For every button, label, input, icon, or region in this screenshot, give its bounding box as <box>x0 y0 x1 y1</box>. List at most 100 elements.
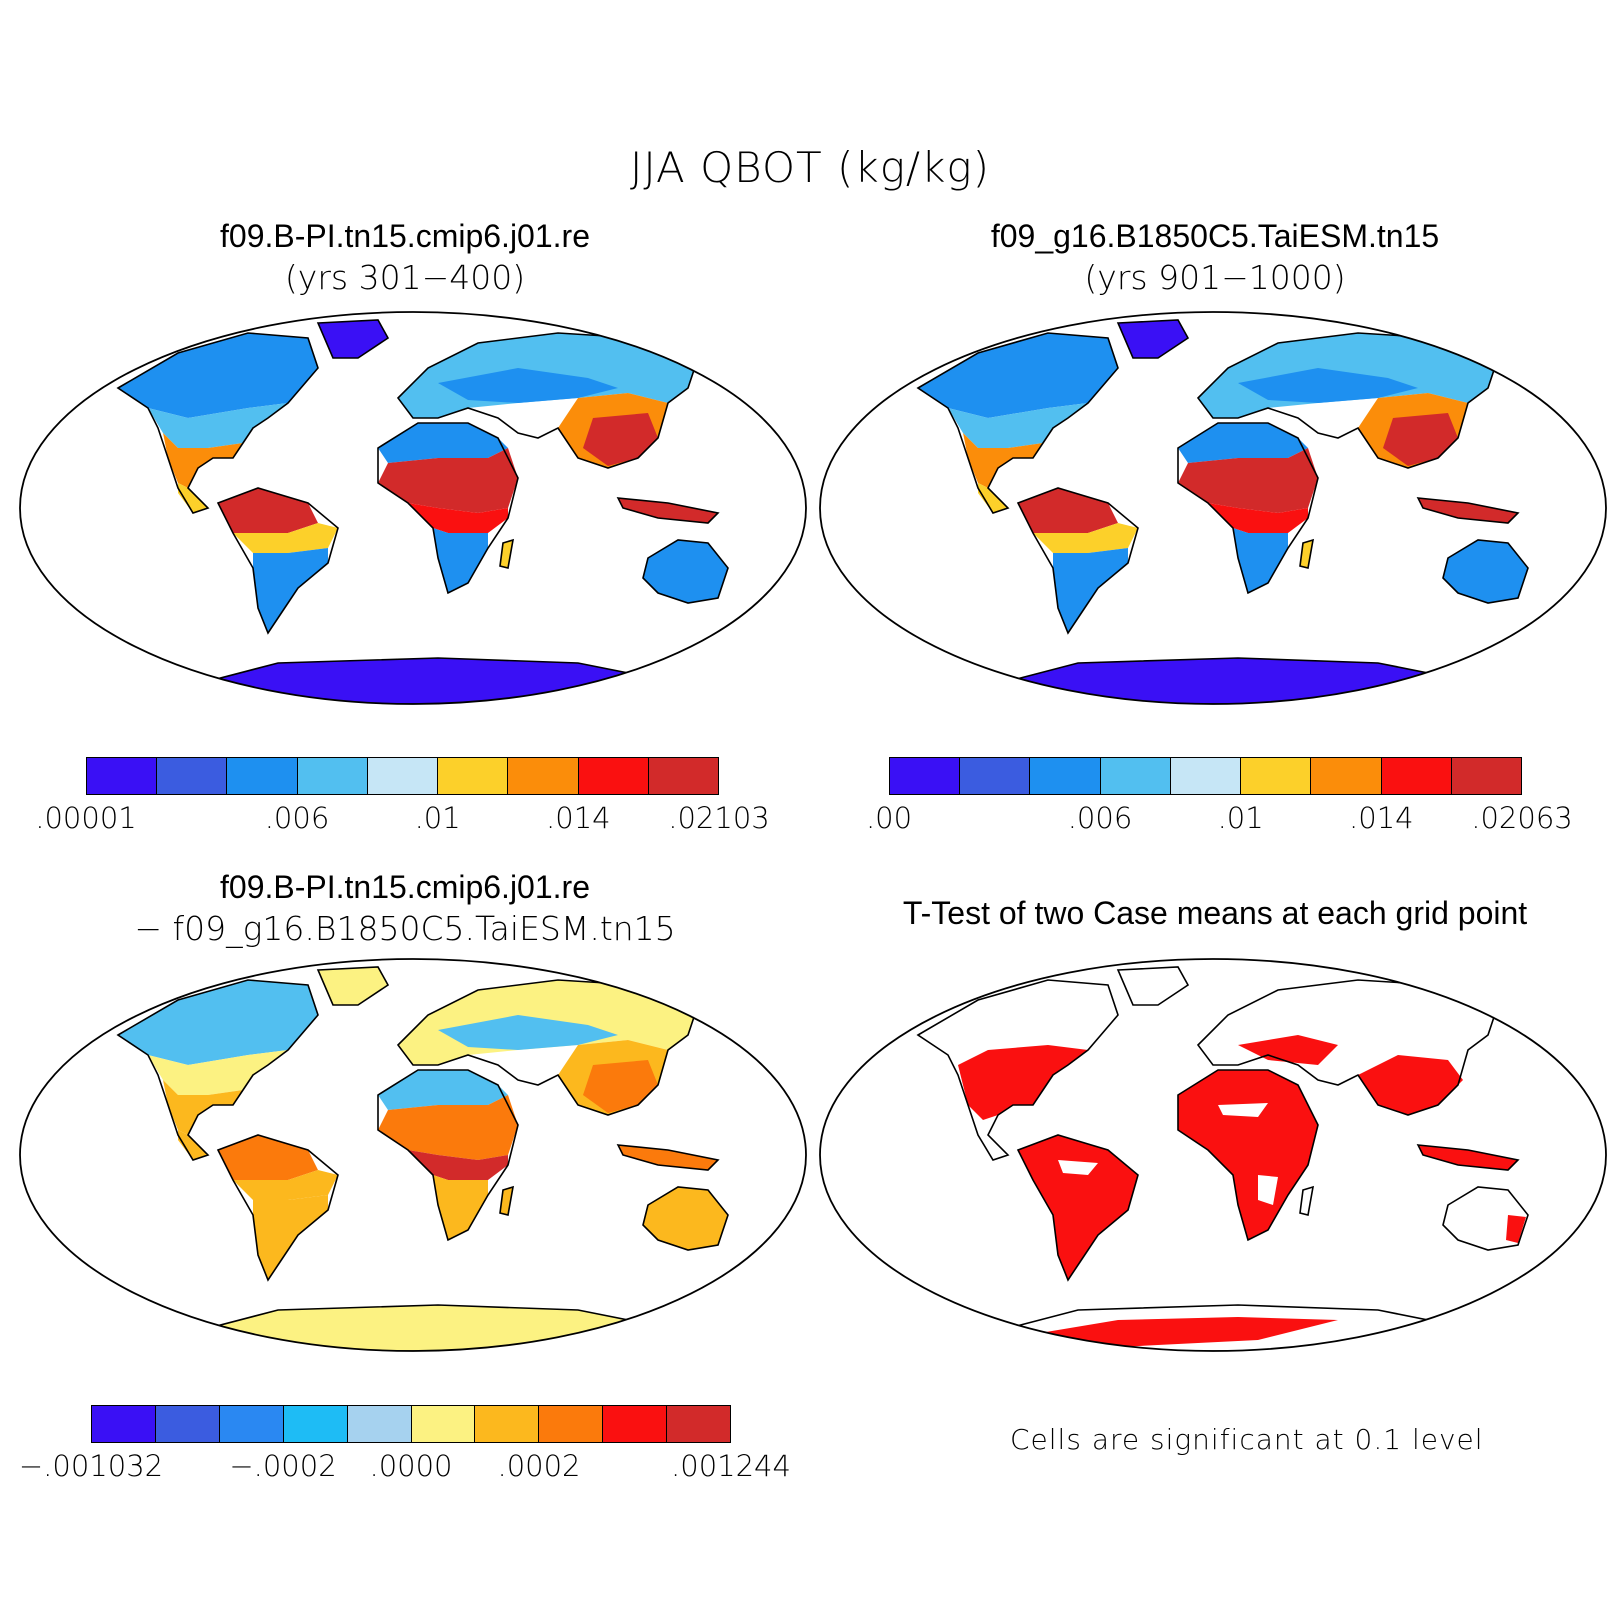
significant-region <box>1418 1145 1518 1170</box>
land-region <box>148 403 288 448</box>
land-region <box>408 503 508 533</box>
colorbar-case1-label-3: .014 <box>546 801 611 835</box>
colorbar-case2-label-3: .014 <box>1349 801 1414 835</box>
main-title: JJA QBOT (kg/kg) <box>630 143 990 192</box>
colorbar-case2-box-8 <box>1451 758 1521 794</box>
land-region <box>1233 528 1288 593</box>
colorbar-diff-box-0 <box>92 1406 156 1442</box>
land-region <box>253 1195 328 1280</box>
land-region <box>148 1050 288 1095</box>
land-region <box>918 333 1118 418</box>
land-region <box>1053 548 1128 633</box>
colorbar-case2-box-0 <box>890 758 961 794</box>
colorbar-diff-box-9 <box>667 1406 731 1442</box>
colorbar-case2-box-7 <box>1381 758 1452 794</box>
land-region <box>1033 523 1138 553</box>
land-region <box>643 1187 728 1250</box>
significance-note: Cells are significant at 0.1 level <box>1010 1423 1484 1456</box>
colorbar-case1 <box>86 757 719 795</box>
colorbar-case1-label-4: .02103 <box>668 801 770 835</box>
panel-title-ttest-name: T-Test of two Case means at each grid po… <box>902 895 1528 931</box>
map-diff <box>19 958 807 1352</box>
land-region <box>1443 540 1528 603</box>
significant-region <box>998 1317 1338 1347</box>
colorbar-case2-box-1 <box>960 758 1031 794</box>
land-region <box>118 980 318 1065</box>
land-region <box>253 548 328 633</box>
land-region <box>618 1145 718 1170</box>
significant-region <box>1018 1135 1138 1280</box>
colorbar-case1-box-8 <box>648 758 718 794</box>
significant-region <box>1178 1070 1318 1240</box>
land-region <box>178 483 208 513</box>
colorbar-diff-label-4: .001244 <box>671 1449 791 1483</box>
panel-title-case1: f09.B-PI.tn15.cmip6.j01.re (yrs 301−400) <box>0 216 810 300</box>
land-region <box>163 1080 243 1135</box>
colorbar-case1-box-5 <box>438 758 509 794</box>
colorbar-case2 <box>889 757 1522 795</box>
land-region <box>1118 320 1188 358</box>
land-region <box>1238 368 1418 403</box>
colorbar-diff-box-4 <box>347 1406 412 1442</box>
colorbar-case2-box-5 <box>1241 758 1312 794</box>
non-significant-region <box>1258 1175 1278 1205</box>
land-region <box>583 413 658 466</box>
colorbar-diff-label-2: .0000 <box>369 1449 453 1483</box>
colorbar-diff-box-6 <box>475 1406 540 1442</box>
non-significant-region <box>1338 1083 1363 1095</box>
map-case2 <box>819 311 1607 705</box>
panel-title-diff-name: f09.B-PI.tn15.cmip6.j01.re <box>220 869 590 905</box>
land-region <box>408 1150 508 1180</box>
land-region <box>963 433 1043 488</box>
land-region <box>438 368 618 403</box>
panel-title-case2: f09_g16.B1850C5.TaiESM.tn15 (yrs 901−100… <box>810 216 1620 300</box>
land-region <box>163 433 243 488</box>
colorbar-diff-box-3 <box>283 1406 348 1442</box>
land-region <box>1208 503 1308 533</box>
land-region <box>1418 498 1518 523</box>
land-region <box>378 1070 508 1110</box>
panel-title-case2-years: (yrs 901−1000) <box>1084 258 1346 297</box>
colorbar-case1-box-0 <box>87 758 158 794</box>
colorbar-case2-label-0: .00 <box>865 801 913 835</box>
land-region <box>1178 423 1308 463</box>
colorbar-case2-box-2 <box>1030 758 1101 794</box>
colorbar-case2-label-1: .006 <box>1067 801 1133 835</box>
colorbar-diff-box-2 <box>219 1406 284 1442</box>
land-region <box>318 967 388 1005</box>
colorbar-diff-box-5 <box>411 1406 476 1442</box>
land-region <box>233 523 338 553</box>
colorbar-case2-box-3 <box>1100 758 1171 794</box>
land-region <box>1018 488 1118 533</box>
non-significant-region <box>1218 1103 1268 1117</box>
land-region <box>218 488 318 533</box>
land-region <box>233 1170 338 1200</box>
land-region <box>378 448 518 513</box>
panel-title-ttest: T-Test of two Case means at each grid po… <box>810 893 1620 933</box>
land-region <box>948 403 1088 448</box>
land-region <box>618 498 718 523</box>
colorbar-case2-label-2: .01 <box>1217 801 1264 835</box>
colorbar-diff-label-1: −.0002 <box>229 1449 337 1483</box>
colorbar-case1-box-4 <box>367 758 439 794</box>
land-region <box>583 1060 658 1113</box>
colorbar-case1-box-1 <box>157 758 228 794</box>
colorbar-case1-box-2 <box>227 758 298 794</box>
colorbar-diff-label-0: −.001032 <box>18 1449 164 1483</box>
map-case1 <box>19 311 807 705</box>
colorbar-diff <box>91 1405 731 1443</box>
panel-title-diff: f09.B-PI.tn15.cmip6.j01.re − f09_g16.B18… <box>0 867 810 951</box>
land-region <box>218 1135 318 1180</box>
non-significant-region <box>1058 1160 1098 1175</box>
panel-title-diff-subtract: − f09_g16.B1850C5.TaiESM.tn15 <box>134 909 676 948</box>
colorbar-case1-label-2: .01 <box>414 801 461 835</box>
colorbar-case1-box-6 <box>508 758 579 794</box>
land-region <box>118 333 318 418</box>
significant-region <box>1358 1055 1463 1115</box>
colorbar-case1-label-1: .006 <box>264 801 330 835</box>
colorbar-case1-label-0: .00001 <box>35 801 137 835</box>
colorbar-diff-box-7 <box>539 1406 604 1442</box>
significant-region <box>1506 1215 1526 1243</box>
colorbar-case1-box-7 <box>578 758 649 794</box>
colorbar-case2-box-6 <box>1311 758 1382 794</box>
